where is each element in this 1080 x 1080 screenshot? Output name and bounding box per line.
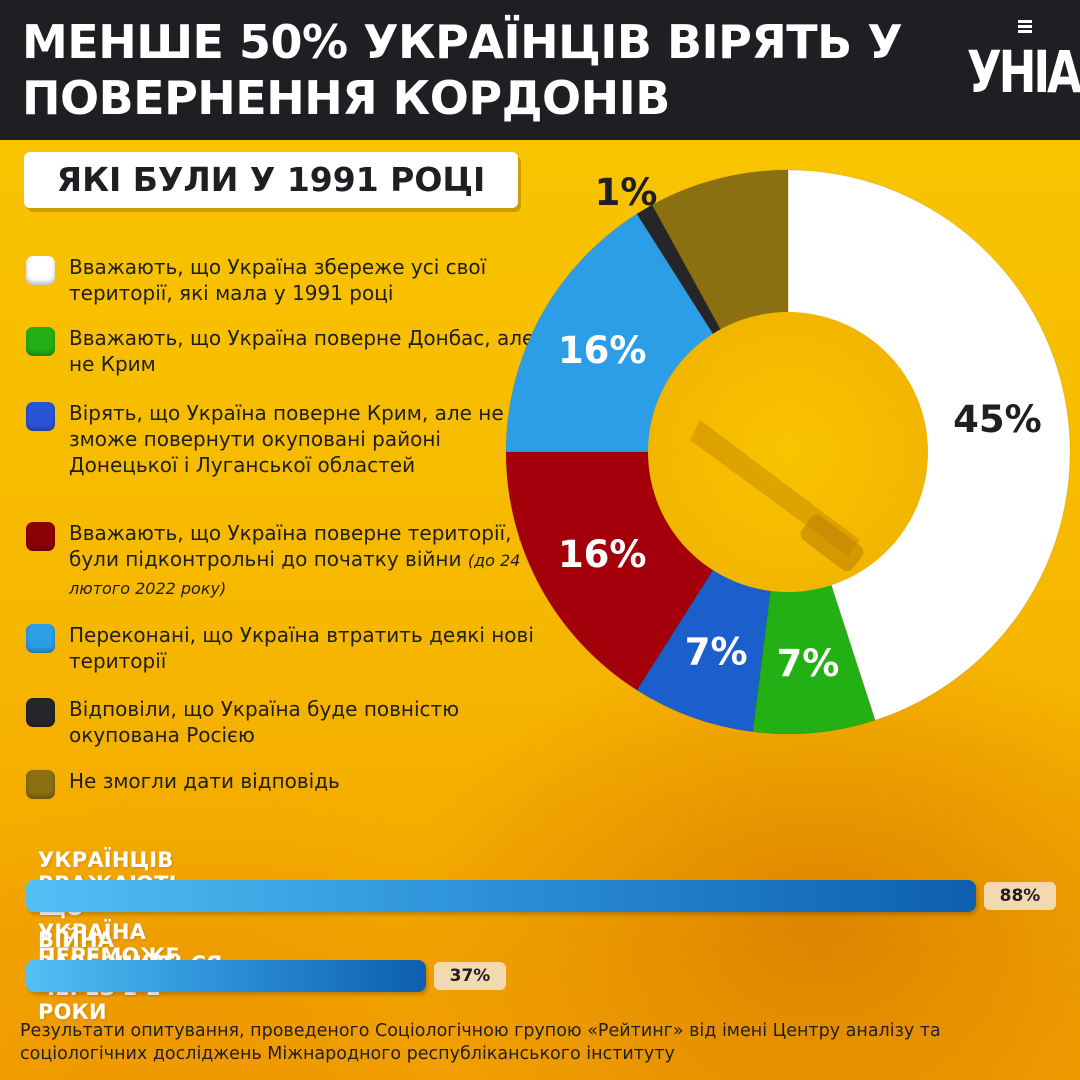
legend-swatch xyxy=(26,522,55,551)
legend-swatch xyxy=(26,256,55,285)
slice-label: 1% xyxy=(595,171,658,214)
legend-label: Вважають, що Україна збереже усі свої те… xyxy=(69,255,487,305)
legend-label-main: Вважають, що Україна поверне території, … xyxy=(69,521,548,571)
subtitle-box: ЯКІ БУЛИ У 1991 РОЦІ xyxy=(24,152,518,208)
page-title: МЕНШЕ 50% УКРАЇНЦІВ ВІРЯТЬ У ПОВЕРНЕННЯ … xyxy=(22,15,903,125)
legend-label: Переконані, що Україна втратить деякі но… xyxy=(69,623,534,673)
legend-label: Вважають, що Україна поверне території, … xyxy=(69,520,549,602)
slice-label: 45% xyxy=(953,398,1042,441)
legend-label: Відповіли, що Україна буде повністю окуп… xyxy=(69,697,460,747)
donut-hole xyxy=(648,312,928,592)
logo-mark-icon xyxy=(1018,20,1032,36)
subtitle: ЯКІ БУЛИ У 1991 РОЦІ xyxy=(56,160,486,199)
slice-label: 16% xyxy=(558,533,647,576)
legend-swatch xyxy=(26,402,55,431)
legend-label: Не змогли дати відповідь xyxy=(69,769,340,793)
slice-label: 16% xyxy=(558,329,647,372)
footer-source: Результати опитування, проведеного Соціо… xyxy=(20,1021,941,1064)
slice-label: 7% xyxy=(685,630,748,673)
bar xyxy=(26,960,426,992)
legend-swatch xyxy=(26,624,55,653)
bar-value-label: 37% xyxy=(434,962,506,990)
legend-label: Вважають, що Україна поверне Донбас, але… xyxy=(69,326,535,376)
slice-label: 7% xyxy=(777,642,840,685)
unian-logo: УНІАН xyxy=(966,38,1080,106)
legend-label: Вірять, що Україна поверне Крим, але не … xyxy=(69,401,504,477)
bar-value-label: 88% xyxy=(984,882,1056,910)
legend-swatch xyxy=(26,327,55,356)
legend-swatch xyxy=(26,770,55,799)
legend-swatch xyxy=(26,698,55,727)
header-bar: МЕНШЕ 50% УКРАЇНЦІВ ВІРЯТЬ У ПОВЕРНЕННЯ … xyxy=(0,0,1080,140)
cannon-illustration xyxy=(690,420,864,572)
legend-label-note: (до 24 лютого 2022 року) xyxy=(69,551,521,598)
bar xyxy=(26,880,976,912)
